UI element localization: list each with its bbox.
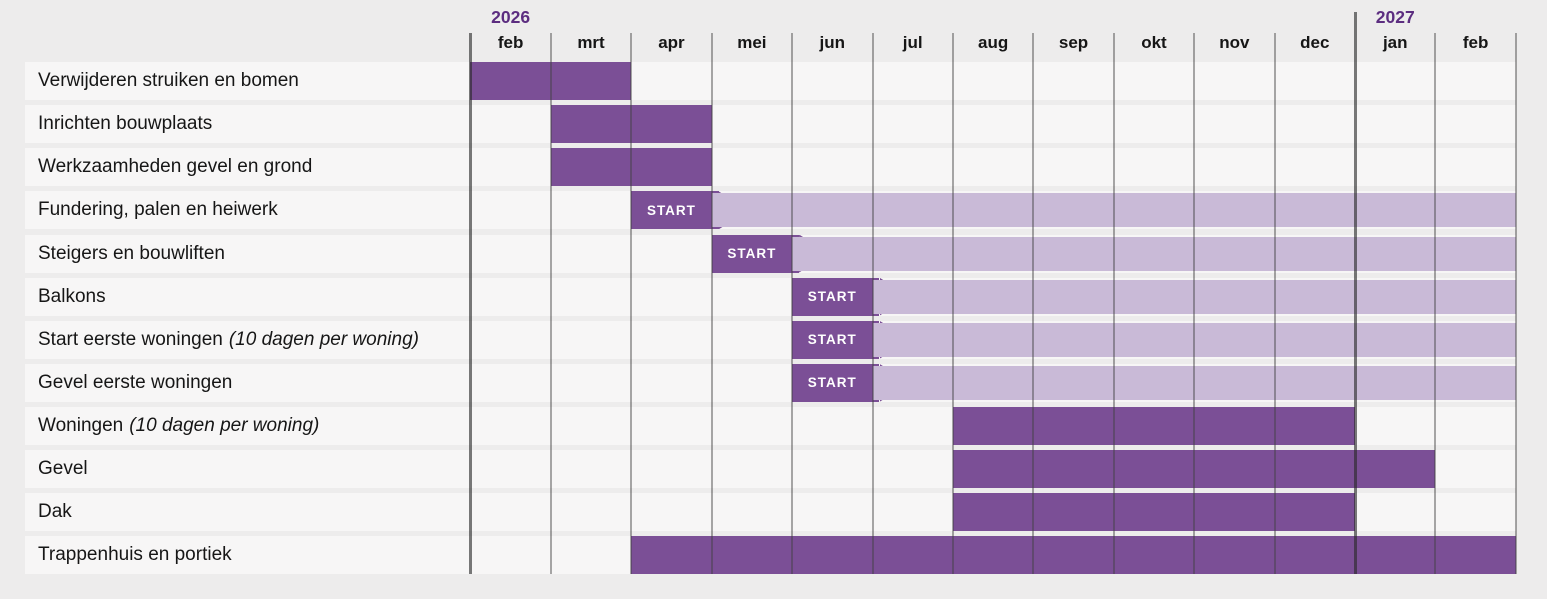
grid-line — [1354, 12, 1357, 575]
row-label-text: Steigers en bouwliften — [38, 242, 225, 264]
grid-line — [1112, 33, 1115, 575]
gantt-bar-start: START — [792, 277, 880, 316]
month-label: nov — [1219, 33, 1250, 52]
gantt-bar-light — [872, 322, 1516, 357]
gantt-bar-light — [792, 236, 1516, 271]
row-label: Gevel eerste woningen — [38, 364, 232, 402]
row-label: Start eerste woningen (10 dagen per wonin… — [38, 321, 419, 359]
row-label: Balkons — [38, 278, 106, 316]
grid-line — [871, 33, 874, 575]
gantt-bar-solid — [550, 148, 712, 187]
month-label: apr — [658, 33, 685, 52]
month-label: okt — [1141, 33, 1167, 52]
row-label: Trappenhuis en portiek — [38, 536, 232, 574]
month-label: feb — [1462, 33, 1489, 52]
row-label: Dak — [38, 493, 72, 531]
month-label: sep — [1058, 33, 1089, 52]
gantt-bar-solid — [470, 62, 632, 100]
grid-line — [710, 33, 713, 575]
row-label-text: Fundering, palen en heiwerk — [38, 199, 278, 221]
gantt-bar-start: START — [631, 191, 719, 230]
grid-line — [630, 33, 633, 575]
start-label: START — [727, 246, 777, 262]
month-label: jul — [902, 33, 923, 52]
gantt-bar-light — [872, 365, 1516, 400]
gantt-bar-solid — [952, 407, 1355, 446]
row-strip — [25, 62, 1516, 100]
row-label: Gevel — [38, 450, 88, 488]
row-strip — [25, 105, 1516, 144]
gantt-bar-light — [711, 193, 1516, 228]
year-label: 2027 — [1375, 7, 1415, 27]
row-label-italic: (10 dagen per woning) — [228, 328, 419, 350]
row-label: Werkzaamheden gevel en grond — [38, 148, 312, 186]
row-label: Inrichten bouwplaats — [38, 105, 212, 143]
grid-line — [469, 33, 472, 575]
grid-line — [791, 33, 794, 575]
grid-line — [1193, 33, 1196, 575]
row-label: Fundering, palen en heiwerk — [38, 191, 278, 229]
row-label-text: Gevel — [38, 458, 88, 480]
grid-line — [1032, 33, 1035, 575]
row-label-text: Balkons — [38, 285, 106, 307]
row-label-text: Gevel eerste woningen — [38, 371, 233, 393]
row-label-text: Woningen — [38, 415, 124, 437]
row-label-text: Inrichten bouwplaats — [38, 113, 213, 135]
gantt-bar-start: START — [792, 320, 880, 359]
grid-line — [1273, 33, 1276, 575]
row-label-text: Werkzaamheden gevel en grond — [38, 156, 313, 178]
gantt-bar-start: START — [792, 363, 880, 402]
gantt-bar-start: START — [711, 234, 800, 273]
month-label: aug — [977, 33, 1009, 52]
row-label-text: Start eerste woningen — [38, 328, 223, 350]
gantt-bar-solid — [631, 536, 1516, 575]
row-label: Verwijderen struiken en bomen — [38, 62, 299, 100]
month-label: mrt — [577, 33, 605, 52]
gantt-bar-solid — [550, 105, 712, 144]
row-label: Steigers en bouwliften — [38, 235, 225, 273]
month-label: jun — [819, 33, 846, 52]
year-label: 2026 — [491, 7, 531, 27]
grid-line — [1434, 33, 1437, 575]
month-label: jan — [1382, 33, 1408, 52]
row-label-text: Verwijderen struiken en bomen — [38, 70, 299, 91]
start-label: START — [807, 332, 857, 348]
start-label: START — [807, 375, 857, 391]
start-label: START — [807, 289, 857, 305]
start-label: START — [646, 202, 696, 218]
month-label: feb — [497, 33, 524, 52]
row-label: Woningen (10 dagen per woning) — [38, 407, 319, 445]
grid-line — [1514, 33, 1517, 575]
grid-line — [549, 33, 552, 575]
gantt-bar-solid — [952, 493, 1355, 532]
gantt-bar-light — [872, 279, 1516, 314]
month-label: dec — [1300, 33, 1330, 52]
row-label-text: Dak — [38, 501, 72, 523]
row-label-italic: (10 dagen per woning) — [129, 415, 320, 437]
grid-line — [951, 33, 954, 575]
month-label: mei — [737, 33, 767, 52]
row-label-text: Trappenhuis en portiek — [38, 544, 232, 566]
row-strip — [25, 148, 1516, 187]
